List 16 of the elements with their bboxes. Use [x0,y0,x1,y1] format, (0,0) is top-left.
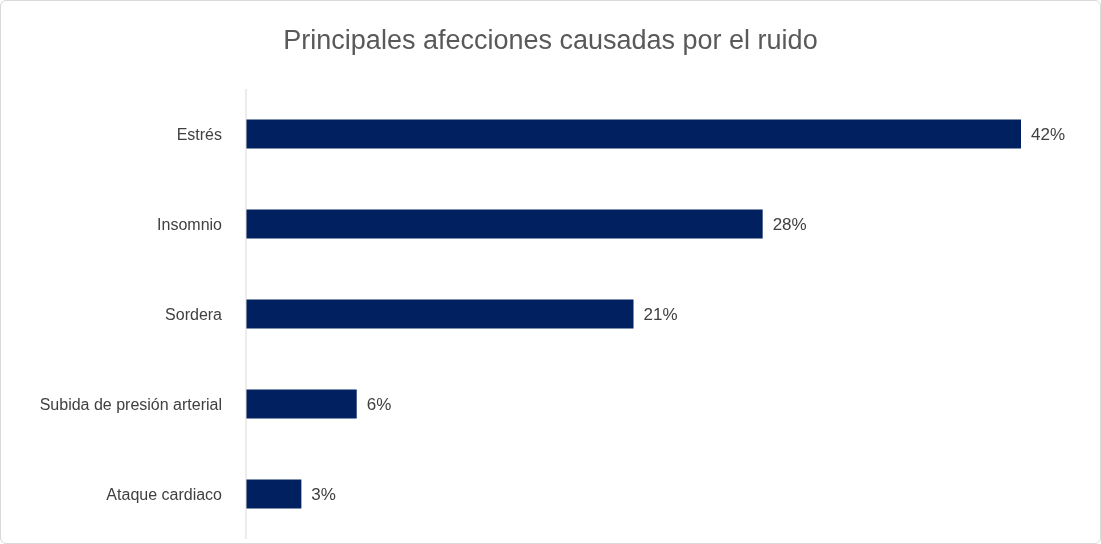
data-label: 28% [772,215,807,235]
bar [246,299,634,329]
data-label: 6% [366,395,392,415]
data-label: 21% [643,305,678,325]
bar [246,389,357,419]
y-tick-label: Subida de presión arterial [39,395,222,413]
data-label: 42% [1031,125,1066,145]
data-label: 3% [311,485,336,505]
bar [246,209,763,239]
y-tick-label: Ataque cardiaco [106,485,223,503]
chart-title: Principales afecciones causadas por el ruido [282,23,819,57]
bar [246,479,302,509]
bar [246,119,1021,149]
y-tick-label: Insomnio [157,215,223,233]
y-tick-label: Sordera [165,305,223,323]
y-tick-label: Estrés [176,125,222,143]
